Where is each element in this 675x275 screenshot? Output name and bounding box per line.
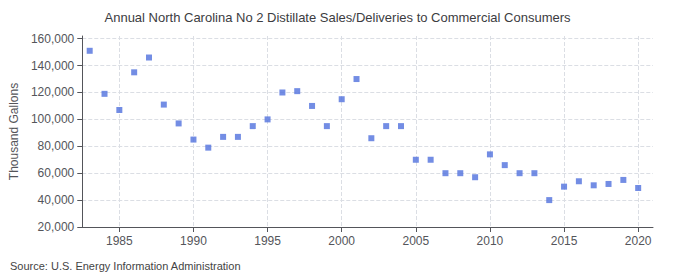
svg-text:Annual North Carolina No 2 Dis: Annual North Carolina No 2 Distillate Sa… (104, 10, 571, 25)
svg-text:Thousand Gallons: Thousand Gallons (7, 83, 21, 180)
svg-text:2010: 2010 (477, 234, 504, 248)
svg-text:20,000: 20,000 (38, 220, 75, 234)
svg-text:2015: 2015 (551, 234, 578, 248)
svg-text:60,000: 60,000 (38, 166, 75, 180)
svg-text:Source: U.S. Energy Informatio: Source: U.S. Energy Information Administ… (10, 260, 241, 272)
svg-text:2000: 2000 (328, 234, 355, 248)
svg-text:80,000: 80,000 (38, 139, 75, 153)
svg-text:140,000: 140,000 (31, 59, 75, 73)
svg-text:2005: 2005 (402, 234, 429, 248)
svg-text:120,000: 120,000 (31, 85, 75, 99)
svg-text:100,000: 100,000 (31, 112, 75, 126)
svg-text:1990: 1990 (180, 234, 207, 248)
svg-text:40,000: 40,000 (38, 193, 75, 207)
svg-text:2020: 2020 (625, 234, 652, 248)
svg-text:1985: 1985 (106, 234, 133, 248)
svg-text:160,000: 160,000 (31, 32, 75, 46)
svg-text:1995: 1995 (254, 234, 281, 248)
